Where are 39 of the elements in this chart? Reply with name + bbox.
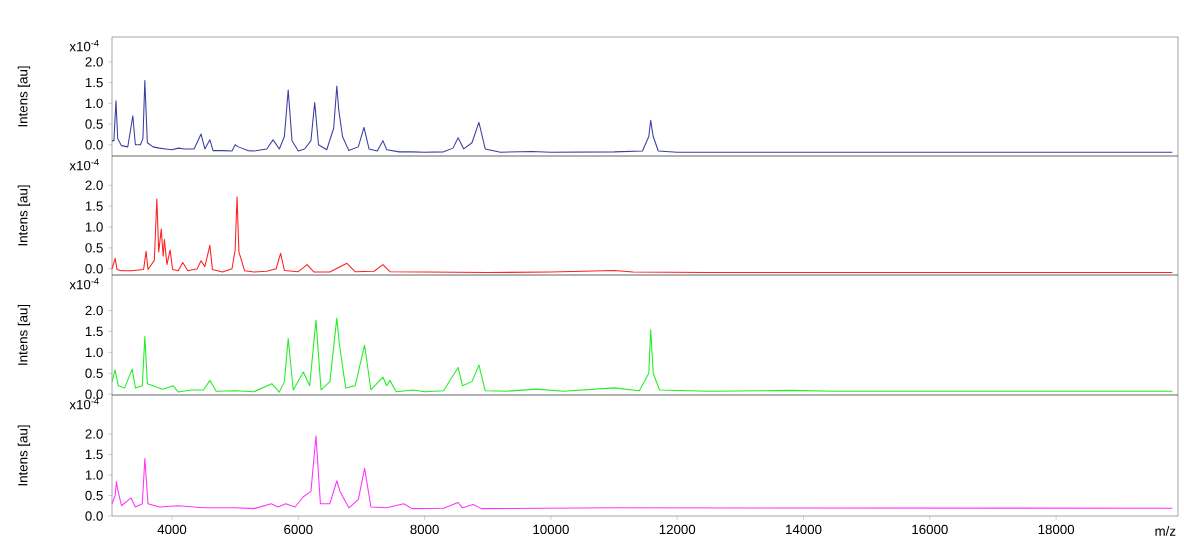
- y-tick-label: 1.5: [85, 77, 103, 88]
- line-series: [111, 196, 1173, 274]
- y-tick-label: 1.5: [85, 326, 103, 337]
- y-tick-label: 0.5: [85, 243, 103, 253]
- y-axis-title: Intens [au]: [17, 185, 31, 246]
- x-tick-label: 12000: [659, 524, 696, 535]
- y-tick-label: 1.0: [85, 470, 103, 480]
- text: x10$^{-4}$: [69, 39, 99, 52]
- y-tick-label: 0.0: [85, 140, 103, 150]
- x-tick-label: 6000: [284, 524, 313, 535]
- y-tick-label: 2.0: [85, 57, 103, 67]
- x-tick-label: 10000: [533, 524, 569, 535]
- text: x10$^{-4}$: [69, 158, 99, 171]
- y-tick-label: 0.0: [85, 511, 103, 521]
- x-tick-label: 16000: [912, 524, 948, 535]
- x-tick-label: 18000: [1038, 524, 1075, 535]
- y-tick-label: 1.0: [85, 98, 103, 109]
- y-tick-label: 0.0: [85, 264, 103, 274]
- y-tick-label: 1.0: [85, 347, 103, 358]
- line-series: [111, 317, 1173, 393]
- x-tick-label: 4000: [157, 524, 187, 535]
- y-tick-label: 2.0: [85, 429, 103, 439]
- y-tick-label: 0.5: [85, 490, 103, 501]
- y-tick-label: 1.5: [85, 449, 103, 460]
- y-axis-title: Intens [au]: [17, 425, 31, 486]
- line-series: [111, 435, 1173, 510]
- y-tick-label: 1.5: [85, 201, 103, 211]
- y-axis-title: Intens [au]: [17, 66, 31, 127]
- y-tick-label: 2.0: [85, 180, 103, 190]
- y-tick-label: 2.0: [85, 305, 103, 316]
- y-axis-title: Intens [au]: [17, 304, 31, 365]
- y-tick-label: 0.5: [85, 368, 103, 378]
- x-axis-title: m/z: [1155, 526, 1176, 536]
- x-tick-label: 14000: [786, 524, 822, 535]
- y-tick-label: 1.0: [85, 222, 103, 232]
- y-tick-label: 0.5: [85, 119, 103, 129]
- text: x10$^{-4}$: [69, 277, 99, 290]
- y-tick-label: 0.0: [85, 389, 103, 399]
- x-tick-label: 8000: [410, 524, 439, 535]
